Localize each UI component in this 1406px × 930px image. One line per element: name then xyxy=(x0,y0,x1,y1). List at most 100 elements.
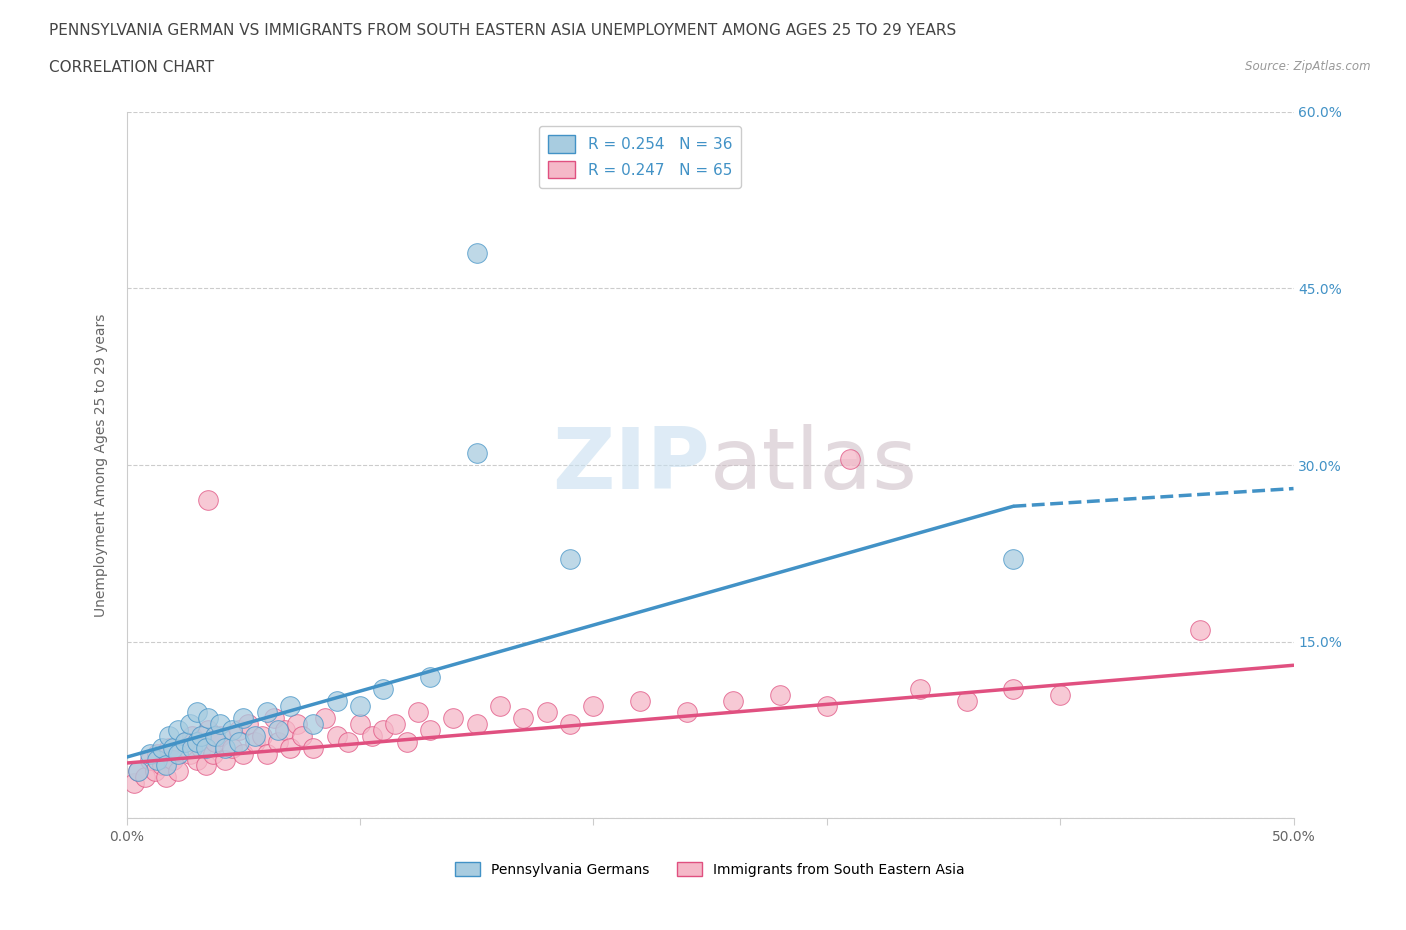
Point xyxy=(325,693,347,708)
Point xyxy=(179,717,201,732)
Point xyxy=(395,735,418,750)
Point xyxy=(236,717,259,732)
Point xyxy=(197,711,219,725)
Point xyxy=(134,770,156,785)
Point xyxy=(465,246,488,260)
Point xyxy=(419,670,441,684)
Point xyxy=(243,735,266,750)
Point xyxy=(441,711,464,725)
Point xyxy=(179,746,201,761)
Point xyxy=(127,764,149,778)
Point xyxy=(162,752,184,767)
Point xyxy=(186,735,208,750)
Point xyxy=(815,699,838,714)
Point xyxy=(465,717,488,732)
Point xyxy=(190,740,212,755)
Text: Source: ZipAtlas.com: Source: ZipAtlas.com xyxy=(1246,60,1371,73)
Point xyxy=(190,728,212,743)
Point xyxy=(263,711,285,725)
Point xyxy=(285,717,308,732)
Point xyxy=(267,723,290,737)
Point xyxy=(558,717,581,732)
Point xyxy=(250,728,273,743)
Point xyxy=(127,764,149,778)
Y-axis label: Unemployment Among Ages 25 to 29 years: Unemployment Among Ages 25 to 29 years xyxy=(94,313,108,617)
Point xyxy=(274,723,297,737)
Point xyxy=(150,740,173,755)
Point xyxy=(204,728,226,743)
Point xyxy=(201,746,224,761)
Text: atlas: atlas xyxy=(710,423,918,507)
Legend: Pennsylvania Germans, Immigrants from South Eastern Asia: Pennsylvania Germans, Immigrants from So… xyxy=(450,857,970,883)
Point xyxy=(325,728,347,743)
Point xyxy=(214,752,236,767)
Point xyxy=(146,746,169,761)
Point xyxy=(180,728,202,743)
Point xyxy=(186,705,208,720)
Point xyxy=(221,723,243,737)
Point xyxy=(157,728,180,743)
Point xyxy=(373,723,395,737)
Point xyxy=(314,711,336,725)
Point xyxy=(256,705,278,720)
Point xyxy=(139,746,162,761)
Point xyxy=(197,723,219,737)
Point xyxy=(278,699,301,714)
Point xyxy=(267,735,290,750)
Point xyxy=(1189,622,1212,637)
Point xyxy=(162,740,184,755)
Point xyxy=(278,740,301,755)
Point xyxy=(155,770,177,785)
Point xyxy=(167,723,190,737)
Point xyxy=(139,752,162,767)
Point xyxy=(174,735,197,750)
Point xyxy=(194,758,217,773)
Point xyxy=(337,735,360,750)
Point xyxy=(167,746,190,761)
Point xyxy=(214,740,236,755)
Point xyxy=(143,764,166,778)
Point xyxy=(122,776,145,790)
Point xyxy=(384,717,406,732)
Point xyxy=(536,705,558,720)
Point xyxy=(408,705,430,720)
Point xyxy=(204,735,226,750)
Point xyxy=(157,740,180,755)
Point xyxy=(349,699,371,714)
Point xyxy=(174,735,197,750)
Point xyxy=(208,717,231,732)
Text: CORRELATION CHART: CORRELATION CHART xyxy=(49,60,214,75)
Text: ZIP: ZIP xyxy=(553,423,710,507)
Point xyxy=(221,740,243,755)
Point xyxy=(558,551,581,566)
Point xyxy=(360,728,382,743)
Point xyxy=(208,728,231,743)
Point xyxy=(290,728,312,743)
Point xyxy=(1002,551,1025,566)
Point xyxy=(232,746,254,761)
Point xyxy=(769,687,792,702)
Point xyxy=(146,752,169,767)
Point xyxy=(419,723,441,737)
Point xyxy=(908,682,931,697)
Point xyxy=(150,758,173,773)
Point xyxy=(956,693,979,708)
Point xyxy=(256,746,278,761)
Point xyxy=(228,735,250,750)
Point xyxy=(197,493,219,508)
Point xyxy=(349,717,371,732)
Text: PENNSYLVANIA GERMAN VS IMMIGRANTS FROM SOUTH EASTERN ASIA UNEMPLOYMENT AMONG AGE: PENNSYLVANIA GERMAN VS IMMIGRANTS FROM S… xyxy=(49,23,956,38)
Point xyxy=(243,728,266,743)
Point xyxy=(302,717,325,732)
Point xyxy=(228,723,250,737)
Point xyxy=(186,752,208,767)
Point xyxy=(465,445,488,460)
Point xyxy=(167,764,190,778)
Point xyxy=(628,693,651,708)
Point xyxy=(839,452,862,467)
Point xyxy=(723,693,745,708)
Point xyxy=(180,740,202,755)
Point xyxy=(155,758,177,773)
Point xyxy=(489,699,512,714)
Point xyxy=(1002,682,1025,697)
